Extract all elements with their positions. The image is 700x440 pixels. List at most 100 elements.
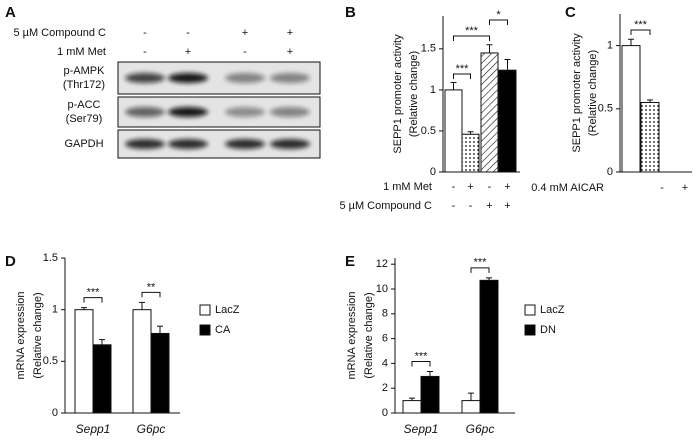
bar (479, 279, 499, 414)
significance-label: *** (634, 19, 648, 31)
legend-label: DN (540, 324, 556, 336)
band-label: p-AMPK (64, 65, 106, 77)
significance-bracket (630, 29, 651, 35)
panel-letter: A (5, 4, 16, 21)
blot-band (270, 73, 310, 83)
blot-band (270, 107, 310, 117)
blot-band (168, 107, 208, 117)
significance-bracket (453, 35, 490, 41)
bar (132, 309, 152, 414)
error-bar (628, 38, 634, 46)
y-tick-label: 1.5 (421, 43, 436, 55)
y-tick-label: 1.5 (43, 252, 58, 264)
y-axis-sublabel: (Relative change) (408, 51, 420, 137)
blot-band (125, 73, 165, 83)
band-label: GAPDH (64, 138, 103, 150)
condition-label: 5 µM Compound C (339, 200, 432, 212)
y-axis-label: mRNA expression (346, 291, 358, 379)
error-bar (157, 325, 163, 334)
y-tick-label: 2 (382, 382, 388, 394)
y-tick-label: 0 (52, 407, 58, 419)
legend-swatch (199, 324, 211, 336)
error-bar (99, 339, 105, 345)
condition-sign: + (242, 27, 248, 39)
legend-label: LacZ (540, 304, 565, 316)
y-tick-label: 0 (382, 407, 388, 419)
condition-sign: - (488, 181, 492, 193)
condition-sign: + (287, 27, 293, 39)
bar (480, 52, 499, 173)
y-axis-sublabel: (Relative change) (587, 50, 599, 136)
bar (640, 101, 660, 173)
bar (150, 332, 170, 414)
significance-label: *** (465, 25, 479, 37)
y-tick-label: 10 (376, 283, 388, 295)
blot-band (225, 139, 265, 149)
blot-band (270, 139, 310, 149)
significance-label: *** (474, 257, 488, 269)
condition-sign: - (143, 27, 147, 39)
bar (498, 69, 517, 173)
bar (621, 45, 641, 173)
error-bar (81, 307, 87, 310)
error-bar (409, 397, 415, 401)
significance-bracket (83, 297, 103, 303)
bar (402, 400, 422, 414)
significance-label: *** (456, 63, 470, 75)
y-tick-label: 4 (382, 357, 388, 369)
error-bar (504, 59, 511, 71)
y-tick-label: 0 (430, 166, 436, 178)
condition-sign: + (504, 181, 510, 193)
condition-sign: - (452, 181, 456, 193)
band-label: p-ACC (67, 99, 100, 111)
error-bar (468, 392, 474, 401)
band-label: (Thr172) (63, 79, 105, 91)
legend-swatch (524, 304, 536, 316)
condition-label: 1 mM Met (57, 46, 106, 58)
y-axis-sublabel: (Relative change) (363, 292, 375, 378)
y-axis-label: SEPP1 promoter activity (392, 34, 404, 154)
x-tick-label: Sepp1 (404, 422, 439, 436)
condition-sign: + (185, 46, 191, 58)
condition-sign: + (486, 200, 492, 212)
condition-sign: + (504, 200, 510, 212)
x-tick-label: G6pc (466, 422, 495, 436)
panel-letter: E (345, 253, 355, 270)
legend-swatch (199, 304, 211, 316)
condition-sign: - (143, 46, 147, 58)
blot-band (168, 73, 208, 83)
panel-letter: C (565, 4, 576, 21)
legend-swatch (524, 324, 536, 336)
legend-label: LacZ (215, 304, 240, 316)
error-bar (427, 370, 433, 377)
panel-letter: D (5, 253, 16, 270)
condition-sign: - (243, 46, 247, 58)
y-tick-label: 1 (52, 304, 58, 316)
error-bar (450, 82, 457, 90)
significance-label: *** (415, 350, 429, 362)
condition-sign: - (660, 182, 664, 194)
y-axis-label: SEPP1 promoter activity (571, 33, 583, 153)
bar (74, 309, 94, 414)
error-bar (467, 131, 474, 135)
condition-sign: + (682, 182, 688, 194)
significance-bracket (411, 360, 431, 367)
error-bar (486, 44, 493, 53)
band-label: (Ser79) (66, 113, 103, 125)
blot-band (225, 107, 265, 117)
y-tick-label: 1 (607, 40, 613, 52)
y-axis-label: mRNA expression (15, 291, 27, 379)
x-tick-label: G6pc (137, 422, 166, 436)
blot-band (225, 73, 265, 83)
blot-band (125, 139, 165, 149)
significance-label: * (496, 9, 501, 21)
condition-sign: - (469, 200, 473, 212)
error-bar (486, 277, 492, 281)
condition-label: 0.4 mM AICAR (531, 182, 604, 194)
condition-sign: - (452, 200, 456, 212)
blot-band (125, 107, 165, 117)
y-tick-label: 0 (607, 166, 613, 178)
panel-letter: B (345, 4, 356, 21)
y-tick-label: 0.5 (43, 355, 58, 367)
